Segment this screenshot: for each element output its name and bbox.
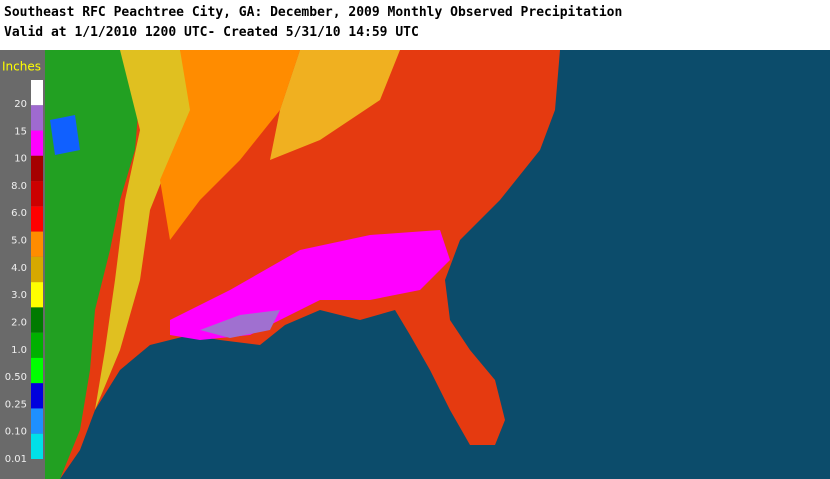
title: Southeast RFC Peachtree City, GA: Decemb… [4, 5, 623, 20]
land-band [95, 50, 200, 410]
legend-swatch [31, 408, 43, 434]
legend-label: 8.0 [11, 181, 27, 192]
legend-label: 3.0 [11, 290, 27, 301]
legend-label: 1.0 [11, 345, 27, 356]
header: Southeast RFC Peachtree City, GA: Decemb… [0, 0, 830, 50]
legend-swatch [31, 130, 43, 156]
legend-swatch [31, 357, 43, 384]
legend-label: 15 [14, 126, 27, 137]
legend-swatch [31, 231, 43, 257]
legend-label: 0.01 [5, 454, 27, 465]
legend-label: 20 [14, 99, 27, 110]
land-band [160, 50, 300, 240]
subtitle: Valid at 1/1/2010 1200 UTC- Created 5/31… [4, 25, 419, 40]
legend-label: 0.25 [5, 399, 27, 410]
legend-swatch [31, 181, 43, 207]
legend-swatch [31, 433, 43, 459]
legend-swatch [31, 332, 43, 358]
land-max [200, 310, 280, 338]
legend-swatch [31, 282, 43, 308]
map: Inches 20 15 10 8.0 6.0 5.0 4.0 3.0 2.0 1.0 0.50 0.… [0, 50, 830, 479]
legend-label: 10 [14, 154, 27, 165]
legend-label: 0.50 [5, 372, 27, 383]
legend-label: 2.0 [11, 317, 27, 328]
legend-swatch [31, 105, 43, 131]
legend-label: 6.0 [11, 208, 27, 219]
legend-label: 4.0 [11, 263, 27, 274]
legend-swatch [31, 206, 43, 232]
legend-swatch [31, 256, 43, 283]
legend-label: 0.10 [5, 427, 27, 438]
legend-swatch [31, 80, 43, 106]
legend-swatch [31, 307, 43, 333]
legend-unit: Inches [2, 60, 41, 74]
legend-swatch [31, 155, 43, 182]
land-west [45, 50, 140, 479]
legend-label: 5.0 [11, 236, 27, 247]
land-band [270, 50, 400, 160]
land-blue [50, 115, 80, 155]
legend-swatch [31, 383, 43, 409]
land-max [170, 230, 450, 340]
